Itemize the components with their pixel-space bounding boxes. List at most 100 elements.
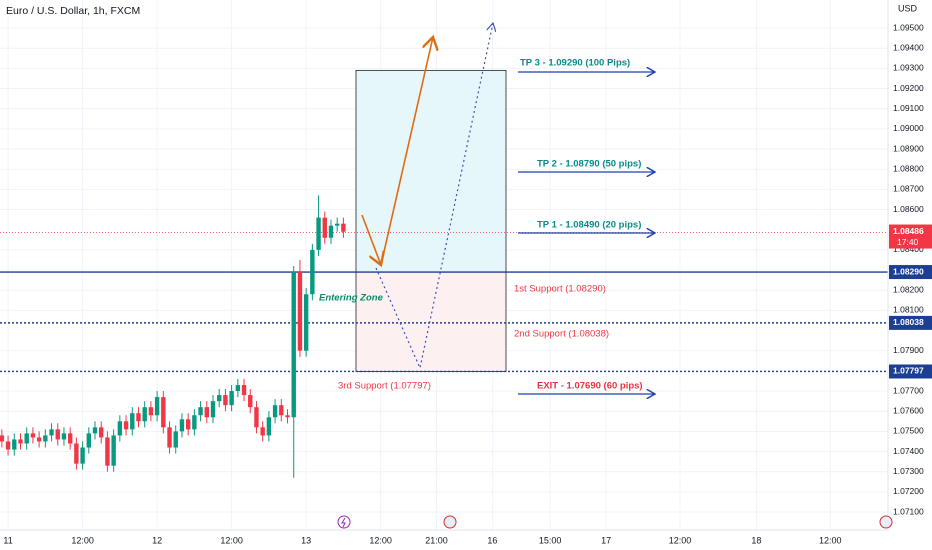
level-tag-label: 1.08038 [893,317,924,327]
y-tick-label: 1.07600 [893,405,924,415]
candle-body [272,405,278,418]
candles [0,195,346,478]
level-tag-label: 1.08290 [893,266,924,276]
x-tick-label: 17 [601,535,611,545]
candle-body [310,249,315,295]
level-tag [889,315,932,330]
y-tick-label: 1.07700 [893,385,924,395]
profit-zone [356,70,506,273]
candle-body [248,395,253,408]
support-label: 1st Support (1.08290) [514,284,606,295]
x-tick-label: 15:00 [539,535,562,545]
y-tick-label: 1.07300 [893,466,924,476]
candle-body [316,217,321,250]
candle-body [92,427,98,434]
y-tick-label: 1.09100 [893,103,924,113]
tp3-label: TP 3 - 1.09290 (100 Pips) [520,58,630,69]
candle-body [185,419,191,430]
countdown-label: 17:40 [897,237,919,247]
candle-body [55,429,60,440]
x-tick-label: 13 [301,535,311,545]
last-price-tag [889,224,932,249]
candle-body [297,272,303,351]
candle-body [30,433,36,438]
candle-body [167,427,172,448]
arrow [380,37,433,266]
candle-body [43,435,48,442]
y-tick-label: 1.08100 [893,305,924,315]
candle-body [74,443,79,464]
y-tick-label: 1.09400 [893,42,924,52]
y-tick-label: 1.07900 [893,345,924,355]
y-tick-label: 1.07100 [893,506,924,516]
candle-body [303,294,309,351]
support-label: 2nd Support (1.08038) [514,329,609,340]
x-tick-label: 16 [487,535,497,545]
candle-body [322,217,327,238]
candle-body [86,433,91,448]
arrow [361,214,381,265]
candle-body [111,435,116,466]
event-icon[interactable] [879,515,893,529]
x-tick-label: 12:00 [369,535,392,545]
price-axis: 1.07100 1.07200 1.07300 1.07400 1.07500 1.076… [3,22,932,545]
candle-body [142,407,147,422]
y-tick-label: 1.08900 [893,143,924,153]
candle-body [123,421,129,430]
x-tick-label: 12:00 [71,535,94,545]
y-tick-label: 1.08800 [893,163,924,173]
candle-body [130,413,135,430]
candle-body [99,427,104,438]
candle-body [154,397,160,416]
candle-body [192,415,197,430]
candle-body [260,427,265,436]
candle-body [5,441,11,450]
support-label: 3rd Support (1.07797) [338,381,431,392]
chart-title: Euro / U.S. Dollar, 1h, FXCM [6,5,140,17]
x-tick-label: 12:00 [819,535,842,545]
candle-body [291,272,296,418]
event-icon[interactable] [337,515,351,529]
candle-body [334,223,340,226]
x-tick-label: 12 [152,535,162,545]
x-tick-label: 18 [751,535,761,545]
candle-body [105,437,110,466]
x-tick-label: 12:00 [669,535,692,545]
currency-label: USD [898,3,918,13]
y-tick-label: 1.07200 [893,486,924,496]
tp1-label: TP 1 - 1.08490 (20 pips) [537,220,641,231]
y-tick-label: 1.08600 [893,204,924,214]
y-tick-label: 1.08200 [893,284,924,294]
candle-body [235,384,241,392]
y-tick-label: 1.07400 [893,446,924,456]
candle-body [0,435,5,442]
candle-body [241,384,247,396]
candle-body [12,439,17,450]
candle-body [148,407,154,416]
candle-body [223,395,228,406]
candle-body [179,419,185,432]
candle-body [117,421,123,436]
candle-body [341,223,346,232]
candle-body [161,397,166,428]
event-icon[interactable] [443,515,457,529]
y-tick-label: 1.09200 [893,83,924,93]
candle-body [173,431,178,448]
candle-body [136,413,141,422]
candle-body [229,391,234,406]
candle-body [36,437,42,442]
y-tick-label: 1.08700 [893,184,924,194]
tp2-label: TP 2 - 1.08790 (50 pips) [537,159,641,170]
x-tick-label: 21:00 [425,535,448,545]
candle-body [204,407,209,418]
x-tick-label: 12:00 [220,535,243,545]
candle-body [266,417,272,436]
candle-body [279,405,284,416]
entering-zone-label: Entering Zone [319,293,384,304]
candle-body [49,429,54,436]
y-tick-label: 1.09000 [893,123,924,133]
y-tick-label: 1.08400 [893,244,924,254]
candle-body [61,433,67,440]
levels [0,232,888,373]
candle-body [80,447,85,464]
